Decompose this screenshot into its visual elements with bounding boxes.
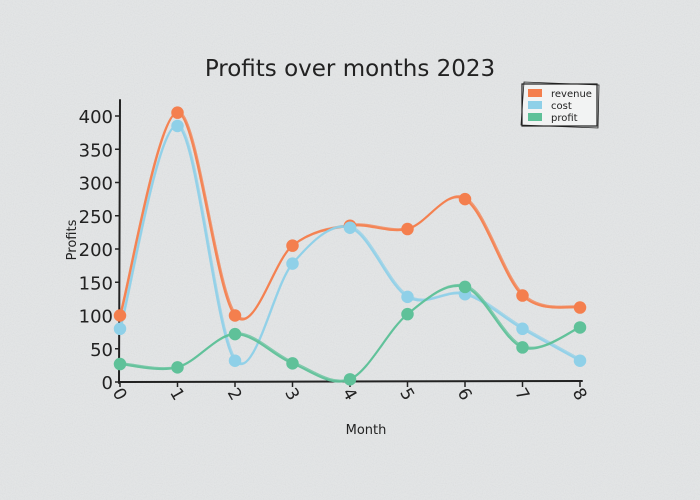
data-point-revenue <box>286 239 299 252</box>
data-point-revenue <box>401 222 414 236</box>
data-point-profit <box>343 373 357 386</box>
data-point-profit <box>228 327 242 341</box>
legend-swatch-cost <box>528 101 542 109</box>
chart-title: Profits over months 2023 <box>205 56 495 82</box>
data-point-profit <box>113 357 127 371</box>
data-point-cost <box>343 221 357 234</box>
legend-swatch-revenue <box>528 89 542 97</box>
x-axis-label: Month <box>346 423 387 438</box>
data-point-revenue <box>171 106 184 119</box>
legend-label-profit: profit <box>551 113 578 124</box>
series-points <box>113 106 587 386</box>
data-point-cost <box>113 322 127 336</box>
data-point-profit <box>401 307 414 321</box>
data-point-revenue <box>228 309 242 322</box>
y-tick-label: 200 <box>79 240 113 261</box>
data-point-cost <box>286 257 299 270</box>
data-point-cost <box>573 354 587 367</box>
data-point-profit <box>573 321 587 334</box>
y-tick-label: 250 <box>79 207 113 228</box>
y-tick-label: 100 <box>79 307 113 328</box>
data-point-profit <box>171 361 184 374</box>
y-axis-label: Profits <box>65 219 80 260</box>
data-point-profit <box>286 357 299 370</box>
legend-box-sketch <box>520 81 600 129</box>
data-point-revenue <box>113 309 127 322</box>
legend-label-revenue: revenue <box>551 89 592 100</box>
legend-swatch-profit <box>528 113 542 121</box>
y-tick-label: 400 <box>79 107 113 128</box>
y-axis-line <box>118 99 121 384</box>
data-point-cost <box>401 290 414 304</box>
y-tick-label: 0 <box>102 373 113 394</box>
data-point-revenue <box>516 289 529 302</box>
data-point-revenue <box>573 301 587 314</box>
y-tick-label: 50 <box>90 340 113 361</box>
y-tick-label: 350 <box>79 140 113 161</box>
y-tick-label: 300 <box>79 174 113 195</box>
data-point-cost <box>516 322 529 336</box>
data-point-revenue <box>458 192 472 206</box>
data-point-profit <box>458 280 472 294</box>
data-point-cost <box>228 354 242 367</box>
legend-label-cost: cost <box>551 101 572 112</box>
y-tick-label: 150 <box>79 273 113 294</box>
data-point-profit <box>516 341 529 354</box>
data-point-cost <box>171 119 184 133</box>
